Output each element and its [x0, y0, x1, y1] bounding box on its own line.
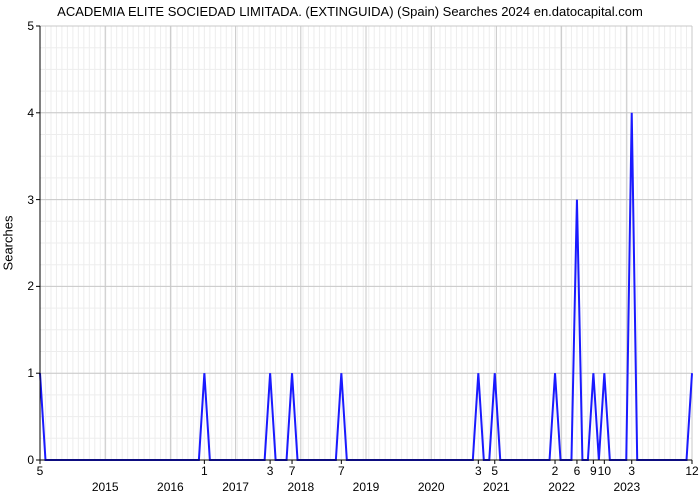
- x-year-label: 2020: [418, 460, 445, 494]
- x-tick-label: 10: [598, 460, 611, 478]
- x-year-label: 2019: [353, 460, 380, 494]
- x-year-label: 2016: [157, 460, 184, 494]
- x-tick-label: 7: [338, 460, 345, 478]
- y-tick-label: 5: [27, 19, 40, 33]
- x-tick-label: 2: [552, 460, 559, 478]
- x-tick-label: 9: [590, 460, 597, 478]
- y-tick-label: 4: [27, 106, 40, 120]
- plot-area: Searches 0123452015201620172018201920202…: [40, 26, 692, 460]
- y-tick-label: 3: [27, 193, 40, 207]
- x-tick-label: 6: [574, 460, 581, 478]
- tick-layer: 0123452015201620172018201920202021202220…: [40, 26, 692, 460]
- x-tick-label: 7: [289, 460, 296, 478]
- y-tick-label: 2: [27, 279, 40, 293]
- x-tick-label: 5: [37, 460, 44, 478]
- y-tick-label: 1: [27, 366, 40, 380]
- x-tick-label: 3: [628, 460, 635, 478]
- y-axis-label: Searches: [1, 216, 16, 271]
- x-tick-label: 3: [267, 460, 274, 478]
- x-tick-label: 3: [475, 460, 482, 478]
- x-tick-label: 12: [685, 460, 698, 478]
- x-tick-label: 5: [491, 460, 498, 478]
- x-year-label: 2023: [613, 460, 640, 494]
- chart-container: ACADEMIA ELITE SOCIEDAD LIMITADA. (EXTIN…: [0, 0, 700, 500]
- x-year-label: 2017: [222, 460, 249, 494]
- x-tick-label: 1: [201, 460, 208, 478]
- chart-title: ACADEMIA ELITE SOCIEDAD LIMITADA. (EXTIN…: [0, 4, 700, 19]
- x-year-label: 2015: [92, 460, 119, 494]
